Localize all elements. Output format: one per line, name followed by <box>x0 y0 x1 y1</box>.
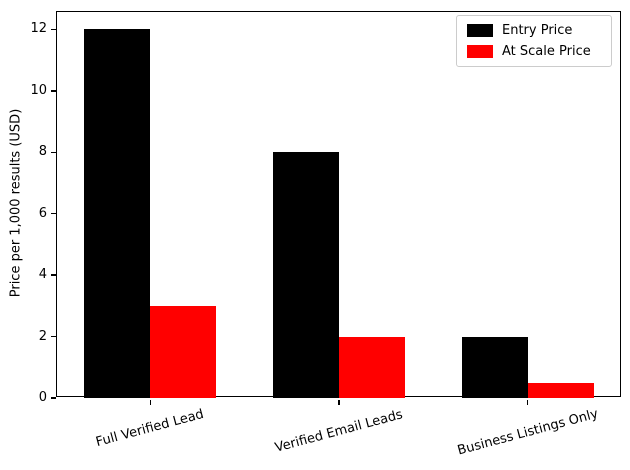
x-tick-label: Verified Email Leads <box>273 407 405 456</box>
x-tick-label: Full Verified Lead <box>94 406 206 451</box>
y-tick-mark <box>51 213 56 215</box>
legend-swatch-at-scale-price <box>467 45 493 58</box>
bar-at-scale-price-0 <box>150 305 217 398</box>
y-tick-mark <box>51 90 56 92</box>
x-tick-mark <box>149 399 152 405</box>
legend-label-at-scale-price: At Scale Price <box>502 44 591 59</box>
y-tick-label: 8 <box>38 144 47 160</box>
bar-entry-price-0 <box>84 29 151 398</box>
y-tick-label: 2 <box>38 328 47 344</box>
legend-swatch-entry-price <box>467 24 493 37</box>
legend-item-entry-price: Entry Price <box>467 23 601 38</box>
legend-item-at-scale-price: At Scale Price <box>467 44 601 59</box>
legend-label-entry-price: Entry Price <box>502 23 573 38</box>
y-tick-label: 0 <box>38 390 47 405</box>
y-tick-mark <box>51 397 56 399</box>
y-tick-mark <box>51 274 56 276</box>
x-tick-mark <box>526 399 529 405</box>
bar-entry-price-2 <box>461 336 528 398</box>
bar-at-scale-price-2 <box>527 382 594 398</box>
x-tick-label: Business Listings Only <box>455 406 600 460</box>
y-tick-mark <box>51 335 56 338</box>
x-tick-mark <box>338 399 340 405</box>
bar-entry-price-1 <box>272 152 339 398</box>
y-tick-mark <box>51 28 56 31</box>
legend: Entry Price At Scale Price <box>456 15 612 67</box>
y-tick-mark <box>51 151 56 153</box>
y-tick-label: 6 <box>38 205 47 221</box>
y-tick-label: 4 <box>38 267 47 283</box>
y-tick-label: 12 <box>30 21 47 37</box>
bar-at-scale-price-1 <box>339 336 406 398</box>
y-tick-label: 10 <box>30 82 47 98</box>
